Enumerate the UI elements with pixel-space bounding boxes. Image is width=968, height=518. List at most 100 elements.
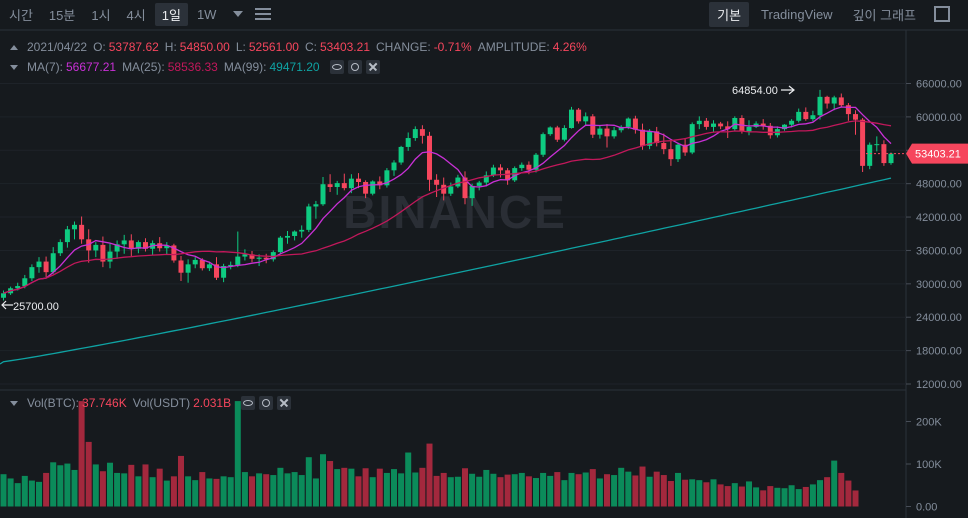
price-axis-label: 12000.00: [916, 379, 962, 391]
low-marker: 25700.00: [1, 300, 59, 313]
volume-bar: [163, 480, 170, 507]
price-axis-label: 66000.00: [916, 79, 962, 91]
candle-body: [412, 129, 418, 139]
candle-body: [93, 244, 99, 251]
volume-bar: [170, 476, 177, 507]
candle-body: [292, 231, 298, 236]
candle-body: [561, 128, 567, 140]
candle-body: [526, 164, 532, 170]
collapse-legend-icon[interactable]: [10, 44, 18, 50]
volume-bar: [43, 472, 50, 507]
candle-body: [668, 149, 674, 160]
volume-bar: [256, 473, 263, 507]
volume-bar: [540, 472, 547, 507]
candle-body: [299, 229, 305, 232]
candle-body: [888, 153, 894, 164]
candle-body: [341, 183, 347, 189]
candle-body: [498, 167, 503, 171]
candle-body: [569, 109, 574, 129]
vol-usdt-value: 2.031B: [193, 396, 232, 410]
volume-bar: [469, 473, 476, 507]
volume-bar: [277, 467, 284, 507]
ma25-value: 58536.33: [167, 60, 218, 74]
candle-body: [490, 167, 496, 176]
candle-body: [72, 224, 77, 230]
tab-1d[interactable]: 1일: [154, 2, 188, 26]
candle-body: [824, 96, 830, 104]
chart-settings-icon[interactable]: [255, 7, 272, 21]
volume-bar: [135, 476, 142, 507]
volume-bar: [99, 471, 106, 507]
candle-body: [476, 182, 482, 186]
volume-bar: [206, 478, 213, 507]
candle-body: [647, 131, 653, 146]
volume-bar: [227, 477, 234, 507]
low-marker-label: 25700.00: [13, 301, 59, 313]
candle-body: [135, 242, 141, 249]
candle-body: [29, 267, 35, 279]
candle-body: [235, 256, 241, 265]
volume-bar: [419, 467, 426, 507]
candle-body: [1, 293, 6, 298]
volume-bar: [92, 464, 99, 507]
tab-1w[interactable]: 1W: [196, 6, 217, 22]
volume-axis-label: 100K: [916, 459, 942, 471]
ma-settings-icon[interactable]: [347, 60, 362, 74]
volume-bar: [511, 474, 518, 507]
volume-bar: [334, 469, 341, 507]
candle-body: [874, 144, 880, 146]
volume-bar: [107, 462, 113, 507]
candle-body: [434, 179, 440, 185]
volume-bar: [14, 483, 21, 507]
fullscreen-icon[interactable]: [934, 6, 950, 22]
volume-bar: [696, 480, 703, 507]
candle-body: [192, 259, 198, 265]
volume-bar: [149, 477, 156, 507]
tab-depth-chart[interactable]: 깊이 그래프: [852, 7, 916, 23]
candle-body: [718, 123, 724, 127]
tab-time[interactable]: 시간: [9, 7, 33, 23]
tab-basic[interactable]: 기본: [709, 1, 750, 27]
volume-bar: [405, 452, 412, 507]
collapse-volume-icon[interactable]: [10, 400, 18, 406]
candle-body: [427, 135, 432, 180]
volume-bar: [838, 472, 845, 507]
tab-tradingview[interactable]: TradingView: [761, 6, 833, 22]
candle-body: [114, 244, 120, 252]
volume-close-icon[interactable]: [277, 396, 292, 410]
ma7-value: 56677.21: [66, 60, 117, 74]
volume-bar: [639, 466, 646, 507]
volume-bar: [518, 472, 525, 507]
volume-bar: [85, 441, 92, 507]
ma-visibility-icon[interactable]: [329, 60, 344, 74]
timeframe-dropdown-icon[interactable]: [233, 11, 244, 17]
ma-close-icon[interactable]: [365, 60, 380, 74]
candle-body: [845, 105, 851, 115]
candle-body: [419, 129, 425, 136]
volume-bar: [809, 484, 816, 507]
low-value: 52561.00: [248, 40, 299, 54]
collapse-ma-icon[interactable]: [10, 64, 18, 70]
tab-4h[interactable]: 4시: [126, 7, 146, 23]
volume-settings-icon[interactable]: [259, 396, 274, 410]
candle-body: [860, 119, 866, 166]
volume-bar: [341, 467, 348, 507]
volume-bar: [575, 474, 582, 507]
candle-body: [320, 184, 326, 205]
tab-15m[interactable]: 15분: [48, 7, 76, 23]
volume-bar: [305, 457, 312, 507]
tab-1h[interactable]: 1시: [91, 7, 111, 23]
volume-bar: [412, 472, 419, 507]
volume-visibility-icon[interactable]: [241, 396, 256, 410]
last-price-tag: 53403.21: [862, 143, 968, 164]
candle-body: [270, 252, 276, 260]
candle-body: [789, 120, 795, 125]
candle-body: [206, 264, 212, 269]
volume-bar: [852, 490, 859, 507]
volume-bar: [717, 484, 724, 507]
volume-bar: [781, 488, 788, 507]
volume-bar: [504, 474, 511, 507]
volume-bar: [263, 474, 270, 507]
volume-bar: [156, 468, 163, 507]
